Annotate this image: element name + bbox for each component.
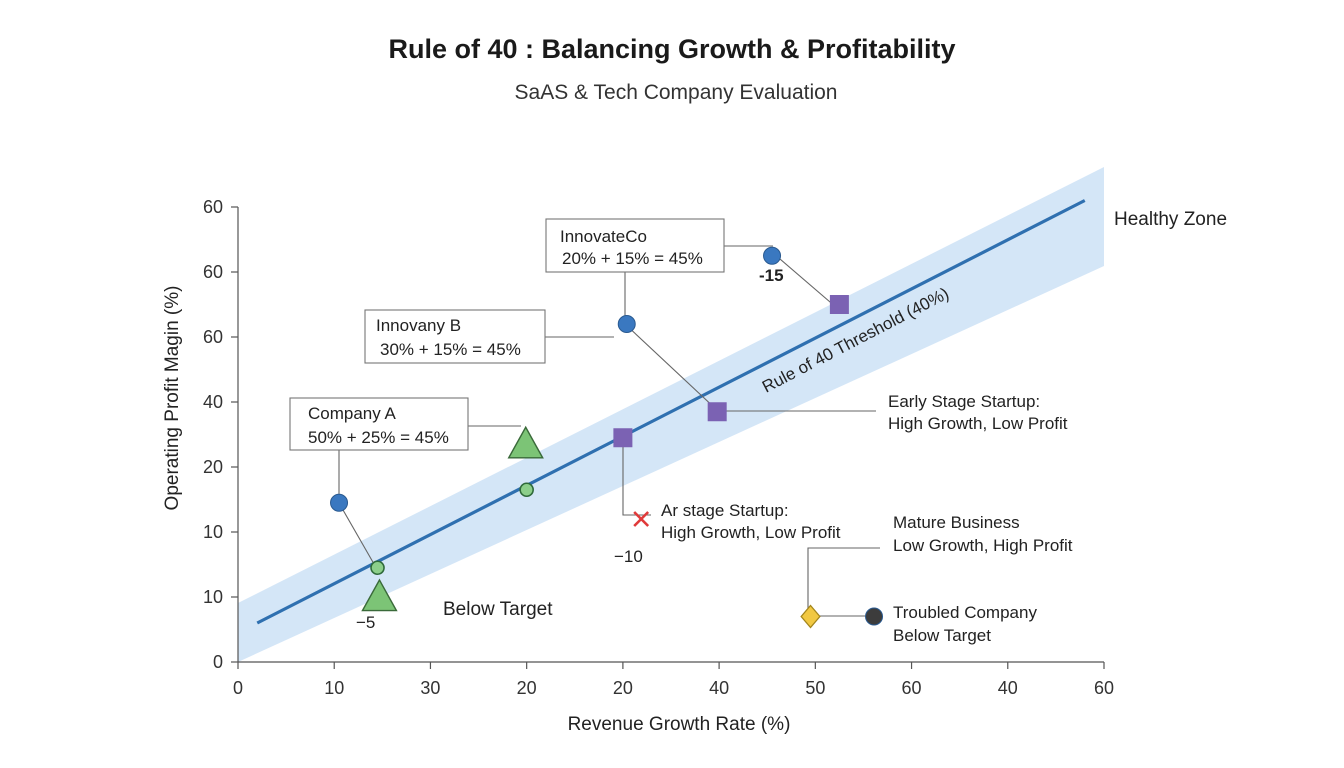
stage-startup-line2: High Growth, Low Profit: [661, 523, 841, 542]
early-stage-line1: Early Stage Startup:: [888, 392, 1040, 411]
company-a-formula: 50% + 25% = 45%: [308, 428, 449, 447]
y-tick-label: 10: [203, 587, 223, 607]
marker-square-upper: [707, 402, 727, 422]
x-tick-label: 50: [805, 678, 825, 698]
innovany-b-name: Innovany B: [376, 316, 461, 335]
x-tick-label: 40: [998, 678, 1018, 698]
leader-top-circle-to-square: [772, 252, 838, 309]
marker-company-a-small: [370, 560, 385, 576]
healthy-zone-band: [238, 167, 1104, 662]
annotation-innovany-b: Innovany B 30% + 15% = 45%: [364, 309, 546, 364]
marker-square-mid: [613, 428, 633, 448]
x-tick-label: 60: [902, 678, 922, 698]
mature-line2: Low Growth, High Profit: [893, 536, 1073, 555]
y-tick-label: 40: [203, 392, 223, 412]
leader-mature: [807, 547, 880, 616]
leader-company-a-to-ring: [338, 502, 375, 565]
leader-stage-startup: [622, 437, 651, 516]
healthy-zone-label: Healthy Zone: [1114, 209, 1227, 230]
x-tick-label: 60: [1094, 678, 1114, 698]
innovany-b-formula: 30% + 15% = 45%: [380, 340, 521, 359]
y-tick-label: 0: [213, 652, 223, 672]
value-note-minus-10: −10: [614, 547, 643, 566]
x-axis-title: Revenue Growth Rate (%): [568, 714, 791, 735]
y-tick-label: 10: [203, 522, 223, 542]
innovateco-name: InnovateCo: [560, 227, 647, 246]
x-tick-label: 40: [709, 678, 729, 698]
innovateco-formula: 20% + 15% = 45%: [562, 249, 703, 268]
early-stage-line2: High Growth, Low Profit: [888, 414, 1068, 433]
marker-square-top: [829, 295, 849, 314]
y-tick-label: 60: [203, 262, 223, 282]
company-a-name: Company A: [308, 404, 397, 423]
below-target-label: Below Target: [443, 599, 553, 620]
y-tick-label: 60: [203, 197, 223, 217]
marker-triangle-low: [361, 578, 398, 612]
x-tick-label: 20: [517, 678, 537, 698]
y-tick-label: 60: [203, 327, 223, 347]
rule-of-40-threshold-line: [256, 199, 1086, 625]
mature-line1: Mature Business: [893, 513, 1020, 532]
marker-cross: [633, 511, 650, 527]
x-tick-label: 20: [613, 678, 633, 698]
x-tick-label: 0: [233, 678, 243, 698]
x-tick-label: 10: [324, 678, 344, 698]
value-note-minus-15: -15: [759, 266, 784, 285]
stage-startup-line1: Ar stage Startup:: [661, 501, 789, 520]
marker-mid-small: [519, 482, 534, 498]
y-axis-title: Operating Profit Magin (%): [162, 286, 183, 511]
marker-dark-circle: [865, 607, 884, 626]
marker-company-a-circle: [330, 493, 349, 512]
troubled-line2: Below Target: [893, 626, 991, 645]
marker-diamond: [800, 604, 821, 629]
annotation-innovateco: InnovateCo 20% + 15% = 45%: [545, 218, 725, 273]
chart-subtitle: SaAS & Tech Company Evaluation: [514, 81, 838, 104]
value-note-minus-5: −5: [356, 613, 375, 632]
marker-triangle-high: [507, 425, 544, 459]
marker-innovany-circle: [617, 315, 636, 333]
leader-innovany-to-square: [624, 323, 719, 412]
marker-innovateco-circle: [763, 246, 782, 265]
troubled-line1: Troubled Company: [893, 603, 1037, 622]
x-tick-label: 30: [420, 678, 440, 698]
chart-title: Rule of 40 : Balancing Growth & Profitab…: [388, 34, 956, 64]
y-tick-label: 20: [203, 457, 223, 477]
annotation-company-a: Company A 50% + 25% = 45%: [289, 397, 469, 451]
